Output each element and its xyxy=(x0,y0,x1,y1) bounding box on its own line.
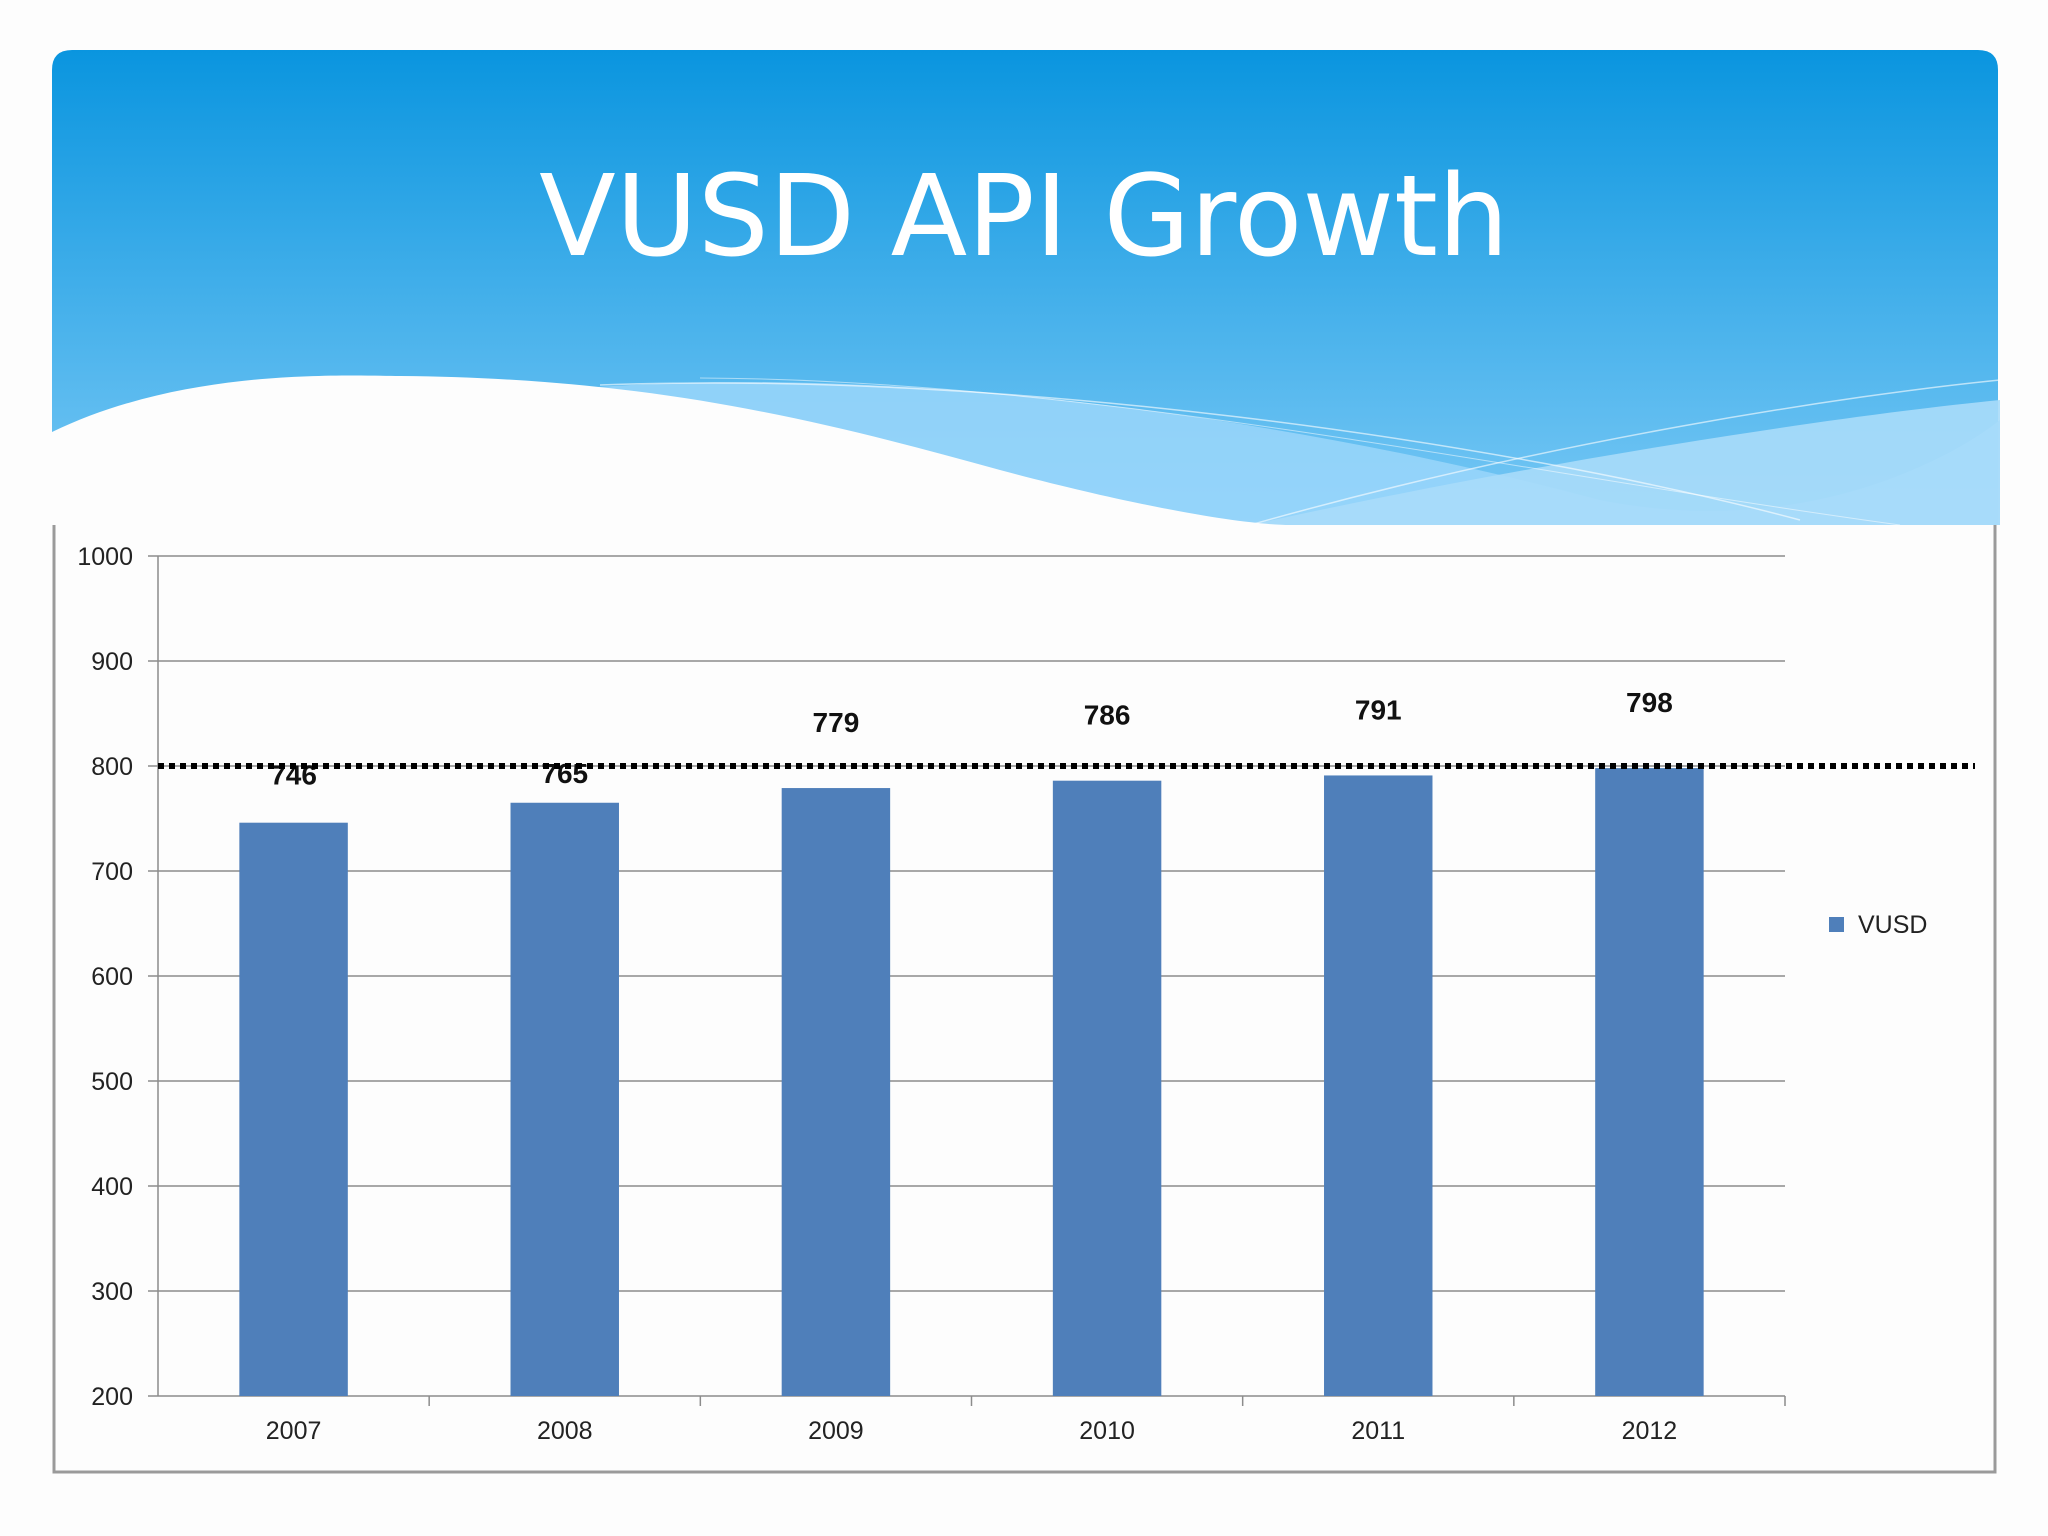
bar-2012 xyxy=(1595,768,1704,1396)
bar-2008 xyxy=(510,802,619,1396)
legend: VUSD xyxy=(1829,911,1927,939)
gridlines xyxy=(158,555,1785,1292)
white-wave xyxy=(52,375,1290,525)
y-tick-label: 200 xyxy=(91,1383,133,1411)
x-tick-label: 2010 xyxy=(1079,1417,1135,1445)
x-tick-label: 2011 xyxy=(1351,1417,1405,1445)
bar-2007 xyxy=(239,822,348,1396)
bar-2009 xyxy=(781,788,891,1396)
y-tick-label: 500 xyxy=(91,1068,133,1096)
chart-frame xyxy=(52,525,1997,1474)
x-tick-label: 2009 xyxy=(808,1417,864,1445)
data-label: 791 xyxy=(1355,694,1402,725)
axes: 200 300 400 500 600 700 800 900 1000 2007 2008 2009… xyxy=(77,543,1786,1445)
legend-label: VUSD xyxy=(1858,911,1927,939)
bar-2010 xyxy=(1052,780,1162,1396)
y-tick-label: 400 xyxy=(91,1173,133,1201)
data-label: 786 xyxy=(1084,700,1131,731)
y-tick-label: 600 xyxy=(91,963,133,991)
data-label: 765 xyxy=(541,758,588,789)
data-label: 798 xyxy=(1626,687,1673,718)
y-tick-label: 300 xyxy=(91,1278,133,1306)
y-tick-label: 900 xyxy=(91,648,133,676)
slide-title: VUSD API Growth xyxy=(539,152,1509,282)
legend-swatch xyxy=(1829,917,1844,932)
y-tick-label: 800 xyxy=(91,753,133,781)
bar-2011 xyxy=(1324,775,1433,1396)
y-tick-label: 700 xyxy=(91,858,133,886)
y-tick-label: 1000 xyxy=(77,543,133,571)
bars xyxy=(239,768,1704,1396)
x-tick-label: 2008 xyxy=(537,1417,593,1445)
data-label: 779 xyxy=(813,707,860,738)
x-tick-label: 2007 xyxy=(266,1417,322,1445)
x-tick-label: 2012 xyxy=(1622,1417,1678,1445)
